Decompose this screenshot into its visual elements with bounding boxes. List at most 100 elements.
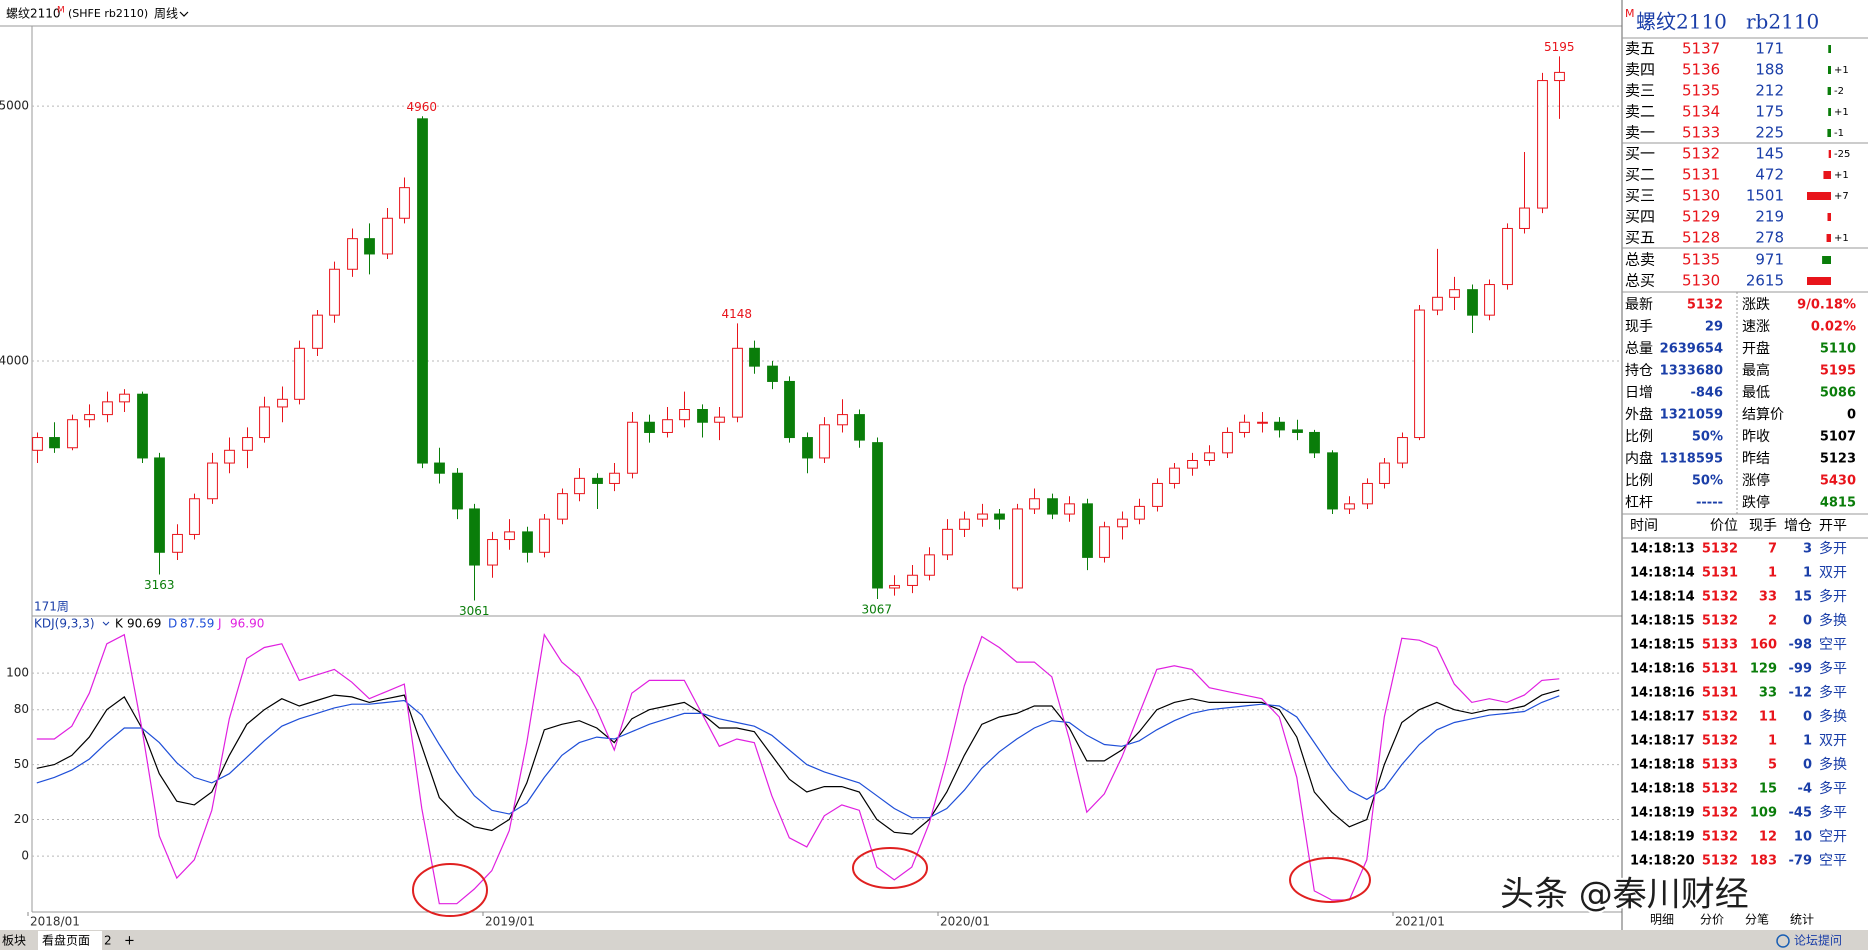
trade-cell: 14:18:18: [1630, 758, 1695, 773]
candle-body: [312, 314, 323, 349]
candle-body: [207, 462, 218, 500]
period-selector[interactable]: 周线: [154, 7, 178, 21]
period-chevron[interactable]: [179, 11, 189, 17]
candle-body: [1029, 498, 1040, 510]
trade-cell: 0: [1803, 710, 1812, 725]
panel-tab[interactable]: 明细: [1650, 913, 1674, 927]
candle-body: [994, 513, 1005, 520]
y-tick-label: 50: [14, 757, 29, 771]
indicator-line: [36, 689, 1560, 835]
x-tick-label: 2021/01: [1395, 915, 1445, 929]
candle-body: [522, 531, 533, 553]
trade-cell: 5131: [1702, 686, 1738, 701]
trade-cell: 14:18:16: [1630, 686, 1695, 701]
trade-cell: 5132: [1702, 614, 1738, 629]
candle-body: [1519, 207, 1530, 229]
trade-cell: 多开: [1819, 588, 1847, 605]
trade-cell: 1: [1803, 734, 1812, 749]
candle-body: [277, 398, 288, 408]
trade-cell: 多平: [1819, 804, 1847, 821]
candle-body: [959, 518, 970, 530]
trade-cell: 1: [1768, 566, 1777, 581]
book-price: 5130: [1682, 187, 1720, 205]
x-tick-label: 2019/01: [485, 915, 535, 929]
help-link[interactable]: 论坛提问: [1794, 933, 1842, 948]
trade-cell: 空开: [1819, 829, 1847, 845]
add-tab[interactable]: +: [124, 934, 135, 949]
period-count: 171周: [34, 600, 69, 614]
book-label: 买三: [1625, 187, 1655, 205]
candle-body: [102, 401, 113, 416]
trade-cell: 5131: [1702, 662, 1738, 677]
trade-header: 开平: [1819, 518, 1847, 534]
candle-body: [749, 347, 760, 367]
candle-body: [1467, 289, 1478, 316]
candle-body: [977, 513, 988, 520]
panel-tab[interactable]: 分价: [1700, 913, 1724, 927]
candle-body: [382, 217, 393, 255]
stat-value: -----: [1696, 496, 1723, 511]
stat-value: 29: [1705, 320, 1723, 335]
trade-header: 现手: [1749, 518, 1777, 534]
candle-body: [574, 477, 585, 495]
candle-body: [819, 424, 830, 459]
candle-body: [1274, 421, 1285, 431]
book-change: +1: [1834, 170, 1849, 181]
candle-body: [172, 533, 183, 553]
book-volume: 145: [1755, 145, 1784, 163]
annotation-circle: [1289, 857, 1371, 903]
tab[interactable]: 板块: [2, 934, 26, 948]
candle-body: [137, 393, 148, 459]
candle-body: [434, 462, 445, 474]
tab[interactable]: 看盘页面: [42, 933, 90, 948]
candle-body: [154, 457, 165, 553]
candle-body: [242, 437, 253, 451]
candle-body: [329, 268, 340, 316]
book-label: 买二: [1625, 166, 1655, 184]
trade-cell: 3: [1803, 542, 1812, 557]
book-price: 5128: [1682, 229, 1720, 247]
stat-label: 昨结: [1742, 451, 1770, 467]
book-price: 5129: [1682, 208, 1720, 226]
trade-cell: 0: [1803, 614, 1812, 629]
trade-cell: 5132: [1702, 854, 1738, 869]
candle-body: [487, 539, 498, 566]
candle-body: [1169, 467, 1180, 484]
panel-tab[interactable]: 分笔: [1745, 912, 1769, 927]
candle-body: [592, 477, 603, 484]
tab[interactable]: 2: [104, 934, 112, 948]
candle-body: [802, 437, 813, 459]
high-label: 5195: [1544, 40, 1575, 54]
trade-cell: 33: [1759, 590, 1777, 605]
legend-name: J: [217, 617, 222, 631]
y-tick-label: 80: [14, 702, 29, 716]
book-volume: 2615: [1746, 272, 1784, 290]
candle-body: [189, 498, 200, 535]
indicator-name: KDJ(9,3,3): [34, 617, 95, 631]
trade-cell: 双开: [1819, 565, 1847, 581]
book-volume-bar: [1827, 66, 1831, 74]
candle-body: [732, 347, 743, 418]
candle-body: [504, 531, 515, 541]
trade-cell: 双开: [1819, 733, 1847, 749]
candle-body: [697, 409, 708, 423]
help-icon[interactable]: [1776, 934, 1790, 948]
book-volume-bar: [1827, 213, 1831, 221]
watermark: 头条 @秦川财经: [1500, 875, 1749, 915]
y-tick-label: 100: [6, 666, 29, 680]
candle-body: [119, 393, 130, 403]
stat-value: 0: [1847, 408, 1856, 423]
candle-body: [924, 554, 935, 576]
candle-body: [32, 437, 43, 451]
book-volume-bar: [1823, 171, 1831, 179]
book-price: 5134: [1682, 103, 1720, 121]
book-volume: 219: [1755, 208, 1784, 226]
panel-tab[interactable]: 统计: [1790, 913, 1814, 927]
trade-cell: 14:18:15: [1630, 638, 1695, 653]
trade-cell: 空平: [1819, 637, 1847, 653]
book-price: 5135: [1682, 82, 1720, 100]
trade-cell: 14:18:20: [1630, 854, 1695, 869]
trade-cell: 多平: [1819, 684, 1847, 701]
book-change: -1: [1834, 128, 1844, 139]
